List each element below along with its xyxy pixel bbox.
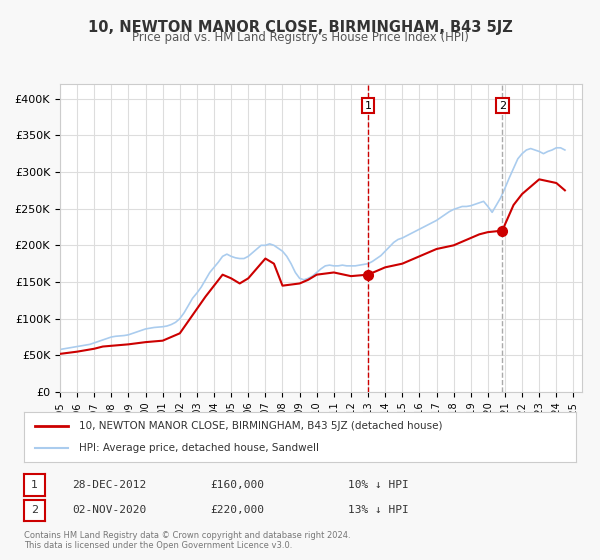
Text: £220,000: £220,000 (210, 505, 264, 515)
Text: 2: 2 (499, 101, 506, 110)
Text: HPI: Average price, detached house, Sandwell: HPI: Average price, detached house, Sand… (79, 443, 319, 453)
Text: 1: 1 (31, 480, 38, 490)
Text: Contains HM Land Registry data © Crown copyright and database right 2024.
This d: Contains HM Land Registry data © Crown c… (24, 531, 350, 550)
Text: 28-DEC-2012: 28-DEC-2012 (72, 480, 146, 490)
Text: 10, NEWTON MANOR CLOSE, BIRMINGHAM, B43 5JZ: 10, NEWTON MANOR CLOSE, BIRMINGHAM, B43 … (88, 20, 512, 35)
Text: 10, NEWTON MANOR CLOSE, BIRMINGHAM, B43 5JZ (detached house): 10, NEWTON MANOR CLOSE, BIRMINGHAM, B43 … (79, 421, 443, 431)
Text: 02-NOV-2020: 02-NOV-2020 (72, 505, 146, 515)
Text: 2: 2 (31, 505, 38, 515)
Text: £160,000: £160,000 (210, 480, 264, 490)
Text: Price paid vs. HM Land Registry's House Price Index (HPI): Price paid vs. HM Land Registry's House … (131, 31, 469, 44)
Text: 1: 1 (364, 101, 371, 110)
Text: 13% ↓ HPI: 13% ↓ HPI (348, 505, 409, 515)
Text: 10% ↓ HPI: 10% ↓ HPI (348, 480, 409, 490)
